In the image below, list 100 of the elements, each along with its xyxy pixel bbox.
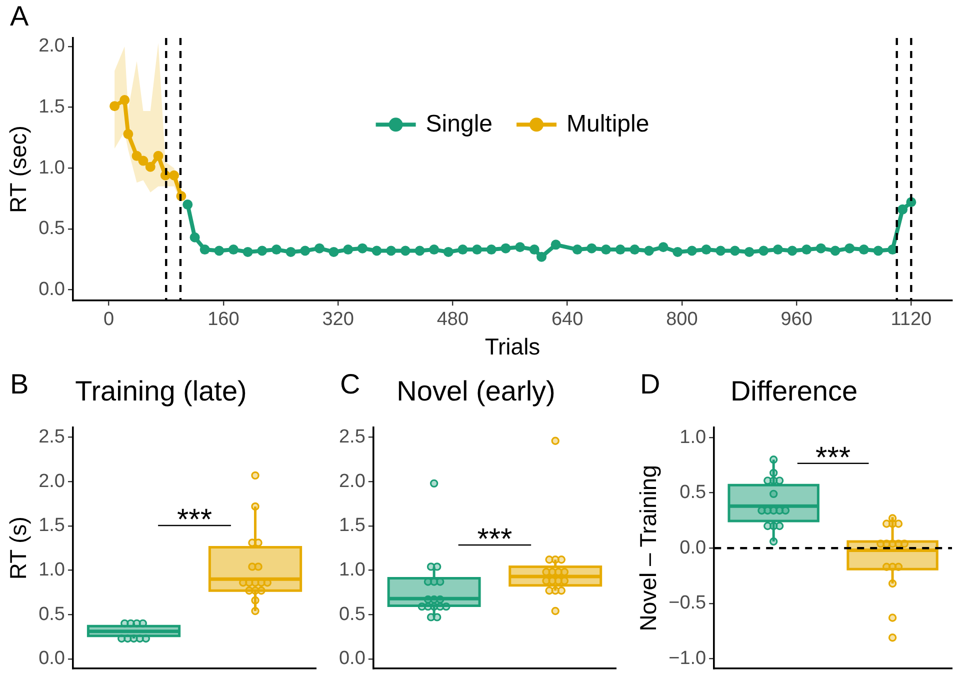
point xyxy=(357,243,368,254)
point xyxy=(550,240,561,250)
y-tick-label: 2.5 xyxy=(338,426,366,448)
point xyxy=(658,242,668,252)
point xyxy=(730,246,740,256)
point xyxy=(686,246,697,256)
point xyxy=(586,243,597,254)
point xyxy=(123,129,134,140)
legend-label: Multiple xyxy=(566,110,650,138)
y-tick-label: 0.0 xyxy=(338,648,366,670)
point xyxy=(429,244,440,255)
point xyxy=(844,243,855,254)
point xyxy=(529,244,540,255)
point xyxy=(372,246,382,256)
point xyxy=(515,242,526,252)
x-tick-label: 640 xyxy=(551,309,584,330)
text: C xyxy=(340,368,360,400)
y-tick-label: 0.5 xyxy=(338,604,366,625)
point xyxy=(169,170,180,180)
y-tick-label: 0.5 xyxy=(38,604,66,625)
y-tick-label: 1.5 xyxy=(338,515,366,536)
y-axis-title: RT (sec) xyxy=(5,126,32,213)
point xyxy=(228,244,238,255)
x-axis-title: Trials xyxy=(484,334,540,360)
point xyxy=(120,95,130,106)
point xyxy=(830,246,840,256)
y-tick-label: 2.0 xyxy=(338,470,366,492)
point xyxy=(242,246,253,257)
point xyxy=(802,244,812,255)
text: D xyxy=(640,368,660,400)
point xyxy=(644,246,654,256)
point xyxy=(787,246,798,256)
point xyxy=(615,244,626,255)
point xyxy=(200,244,210,255)
x-tick-label: 480 xyxy=(436,309,469,330)
point xyxy=(458,244,468,255)
point xyxy=(858,244,869,255)
point xyxy=(443,246,454,257)
point xyxy=(286,246,296,257)
point xyxy=(772,244,783,255)
point xyxy=(328,246,339,257)
y-tick-label: 0.0 xyxy=(38,648,66,670)
point xyxy=(414,246,425,256)
point xyxy=(716,246,726,256)
legend-label: Single xyxy=(426,110,493,138)
point xyxy=(816,243,826,254)
y-tick-label: 1.0 xyxy=(38,559,66,580)
y-tick-label: 0.0 xyxy=(680,537,706,558)
x-tick-label: 320 xyxy=(322,309,354,330)
annotation: *** xyxy=(816,441,851,474)
x-tick-label: 160 xyxy=(208,309,240,330)
y-tick-label: 0.5 xyxy=(38,218,66,240)
point xyxy=(600,244,611,255)
y-tick-label: −1.0 xyxy=(668,648,706,669)
point xyxy=(744,246,754,257)
point xyxy=(271,244,282,255)
point xyxy=(257,246,268,256)
y-tick-label: 0.0 xyxy=(38,278,66,300)
x-tick-label: 0 xyxy=(104,309,114,330)
y-tick-label: 2.0 xyxy=(38,470,66,492)
y-tick-label: 2.0 xyxy=(38,36,66,57)
y-tick-label: 1.5 xyxy=(38,96,66,118)
point xyxy=(314,243,324,254)
point xyxy=(472,244,482,255)
text: B xyxy=(10,368,29,400)
point xyxy=(630,244,640,255)
x-tick-label: 1120 xyxy=(890,309,932,330)
point xyxy=(386,246,396,256)
point xyxy=(153,150,164,161)
point xyxy=(898,204,908,214)
y-axis-title: Novel – Training xyxy=(635,465,662,632)
x-tick-label: 800 xyxy=(666,309,698,330)
point xyxy=(572,244,582,255)
point xyxy=(486,244,496,255)
point xyxy=(672,246,683,257)
chart-title: Difference xyxy=(730,376,858,407)
point xyxy=(758,246,769,256)
y-tick-label: 1.0 xyxy=(338,559,366,580)
y-axis-title: RT (s) xyxy=(5,516,32,580)
point xyxy=(214,246,224,256)
y-tick-label: 1.5 xyxy=(38,515,66,536)
x-tick-label: 960 xyxy=(780,309,812,330)
y-tick-label: −0.5 xyxy=(668,592,706,614)
chart-title: Training (late) xyxy=(75,376,247,407)
point xyxy=(873,246,884,256)
point xyxy=(182,200,193,210)
point xyxy=(500,243,511,254)
y-tick-label: 2.5 xyxy=(38,426,66,448)
point xyxy=(536,252,547,262)
point xyxy=(110,101,120,112)
y-tick-label: 1.0 xyxy=(38,157,66,178)
point xyxy=(343,244,354,255)
point xyxy=(400,246,410,256)
chart-title: Novel (early) xyxy=(396,376,556,407)
point xyxy=(138,156,148,166)
point xyxy=(190,232,200,242)
text: A xyxy=(10,0,29,32)
point xyxy=(701,244,712,255)
point xyxy=(300,246,310,256)
annotation: *** xyxy=(176,504,212,537)
